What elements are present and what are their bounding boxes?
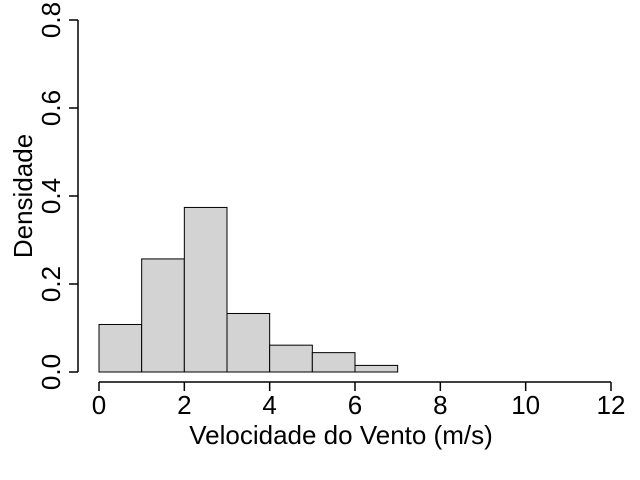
x-tick-label: 6 — [348, 390, 362, 420]
histogram-bar-4 — [269, 344, 313, 373]
x-tick-label: 2 — [177, 390, 191, 420]
histogram-bar-0 — [98, 323, 143, 373]
bars-layer — [98, 206, 399, 373]
y-tick-label: 0.4 — [36, 178, 66, 214]
histogram-bar-5 — [311, 352, 356, 373]
histogram-bar-3 — [226, 312, 271, 373]
x-axis: 0 2 4 6 8 10 12 — [92, 381, 626, 420]
y-tick-label: 0.6 — [36, 90, 66, 126]
y-tick-label: 0.8 — [36, 2, 66, 38]
histogram-bar-1 — [141, 258, 185, 373]
histogram-bar-6 — [354, 364, 399, 373]
y-axis-title: Densidade — [8, 134, 38, 258]
y-tick-label: 0.0 — [36, 354, 66, 390]
x-tick-label: 0 — [92, 390, 106, 420]
x-tick-label: 8 — [433, 390, 447, 420]
x-tick-label: 12 — [597, 390, 626, 420]
y-axis: 0.0 0.2 0.4 0.6 0.8 — [36, 2, 79, 390]
y-tick-label: 0.2 — [36, 266, 66, 302]
x-tick-label: 10 — [511, 390, 540, 420]
x-axis-title: Velocidade do Vento (m/s) — [189, 420, 493, 450]
x-tick-label: 4 — [262, 390, 276, 420]
histogram-bar-2 — [183, 206, 228, 373]
